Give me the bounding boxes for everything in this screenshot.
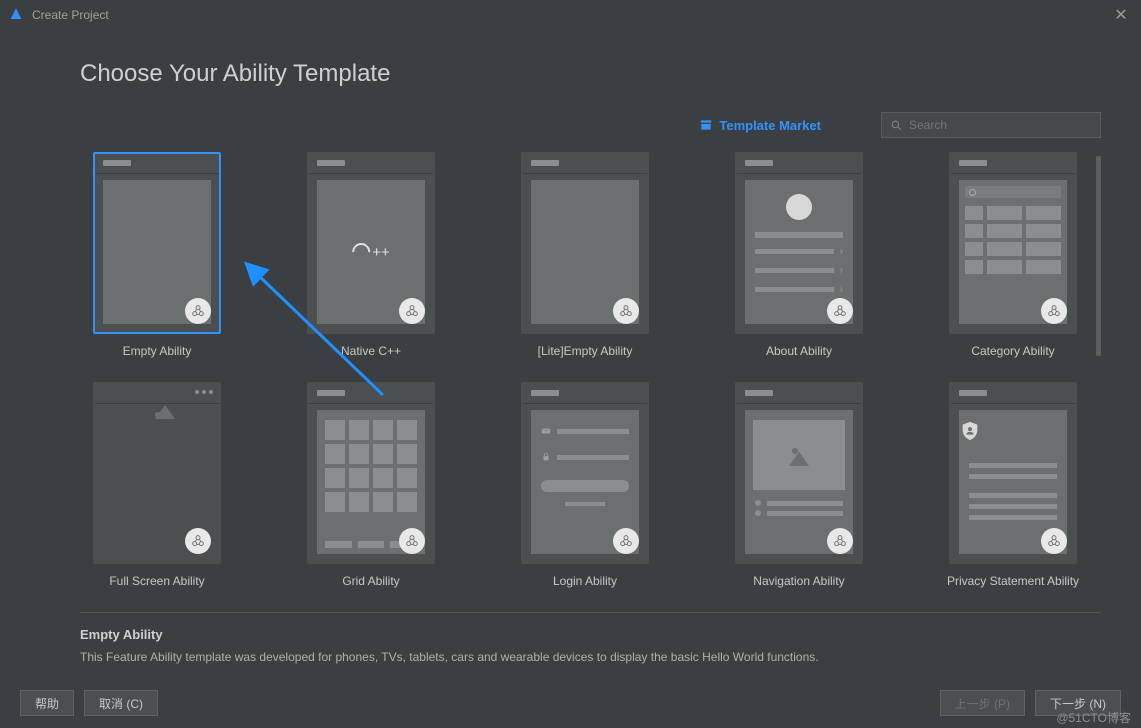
template-label: Grid Ability bbox=[342, 574, 399, 588]
harmony-badge-icon bbox=[399, 528, 425, 554]
template-card bbox=[735, 382, 863, 564]
harmony-badge-icon bbox=[185, 298, 211, 324]
template-empty-ability[interactable]: Empty Ability bbox=[80, 152, 234, 358]
template-full-screen-ability[interactable]: Full Screen Ability bbox=[80, 382, 234, 588]
template-category-ability[interactable]: Category Ability bbox=[936, 152, 1090, 358]
template-label: Empty Ability bbox=[123, 344, 192, 358]
template-native-cpp[interactable]: ++ Native C++ bbox=[294, 152, 448, 358]
harmony-badge-icon bbox=[185, 528, 211, 554]
template-card bbox=[307, 382, 435, 564]
template-about-ability[interactable]: › › › About Ability bbox=[722, 152, 876, 358]
template-card: ++ bbox=[307, 152, 435, 334]
template-market-label: Template Market bbox=[719, 118, 821, 133]
template-card bbox=[521, 152, 649, 334]
page-heading: Choose Your Ability Template bbox=[80, 60, 1101, 88]
market-icon bbox=[699, 118, 713, 132]
template-card bbox=[949, 152, 1077, 334]
description-panel: Empty Ability This Feature Ability templ… bbox=[0, 613, 1141, 666]
harmony-badge-icon bbox=[613, 298, 639, 324]
cancel-button[interactable]: 取消 (C) bbox=[84, 690, 158, 716]
scrollbar[interactable] bbox=[1096, 156, 1101, 356]
harmony-badge-icon bbox=[1041, 298, 1067, 324]
template-card bbox=[949, 382, 1077, 564]
app-logo-icon bbox=[8, 7, 24, 23]
close-button[interactable]: ✕ bbox=[1101, 0, 1141, 30]
description-body: This Feature Ability template was develo… bbox=[80, 648, 1101, 666]
template-label: Privacy Statement Ability bbox=[947, 574, 1079, 588]
template-card: › › › bbox=[735, 152, 863, 334]
title-bar: Create Project ✕ bbox=[0, 0, 1141, 30]
harmony-badge-icon bbox=[827, 298, 853, 324]
template-login-ability[interactable]: Login Ability bbox=[508, 382, 662, 588]
harmony-badge-icon bbox=[613, 528, 639, 554]
template-label: [Lite]Empty Ability bbox=[538, 344, 633, 358]
template-label: Login Ability bbox=[553, 574, 617, 588]
description-title: Empty Ability bbox=[80, 627, 1101, 642]
template-label: Navigation Ability bbox=[753, 574, 844, 588]
template-market-link[interactable]: Template Market bbox=[699, 118, 821, 133]
search-box[interactable] bbox=[881, 112, 1101, 138]
template-label: Native C++ bbox=[341, 344, 401, 358]
template-card bbox=[521, 382, 649, 564]
template-label: About Ability bbox=[766, 344, 832, 358]
template-lite-empty-ability[interactable]: [Lite]Empty Ability bbox=[508, 152, 662, 358]
template-navigation-ability[interactable]: Navigation Ability bbox=[722, 382, 876, 588]
watermark: @51CTO博客 bbox=[1056, 709, 1131, 726]
harmony-badge-icon bbox=[1041, 528, 1067, 554]
template-label: Full Screen Ability bbox=[109, 574, 204, 588]
template-privacy-statement-ability[interactable]: Privacy Statement Ability bbox=[936, 382, 1090, 588]
template-grid: Empty Ability ++ Native C++ [Lite]Empty … bbox=[80, 152, 1090, 588]
search-input[interactable] bbox=[909, 118, 1092, 132]
template-label: Category Ability bbox=[971, 344, 1054, 358]
previous-button[interactable]: 上一步 (P) bbox=[940, 690, 1025, 716]
harmony-badge-icon bbox=[827, 528, 853, 554]
window-title: Create Project bbox=[32, 8, 109, 22]
template-grid-ability[interactable]: Grid Ability bbox=[294, 382, 448, 588]
template-card bbox=[93, 152, 221, 334]
footer: 帮助 取消 (C) 上一步 (P) 下一步 (N) bbox=[0, 690, 1141, 716]
template-card bbox=[93, 382, 221, 564]
search-icon bbox=[890, 119, 903, 132]
help-button[interactable]: 帮助 bbox=[20, 690, 74, 716]
harmony-badge-icon bbox=[399, 298, 425, 324]
shield-icon bbox=[959, 420, 981, 442]
